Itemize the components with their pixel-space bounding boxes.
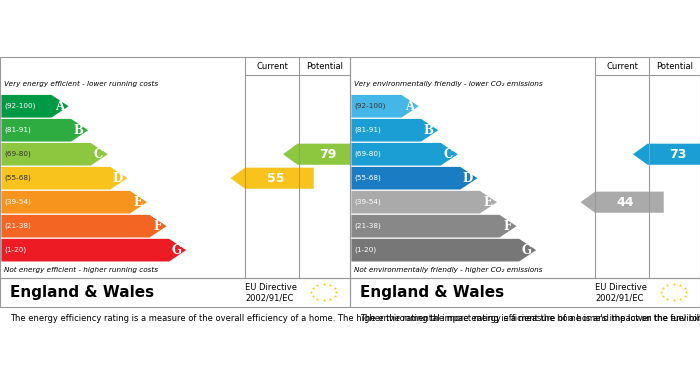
Text: 44: 44 [617,196,634,209]
Text: (69-80): (69-80) [4,151,31,158]
Text: EU Directive: EU Directive [595,283,647,292]
Polygon shape [1,191,147,213]
Text: C: C [444,148,453,161]
Text: B: B [424,124,434,137]
Text: Not environmentally friendly - higher CO₂ emissions: Not environmentally friendly - higher CO… [354,267,542,273]
Polygon shape [283,143,366,165]
Text: F: F [153,220,161,233]
Polygon shape [1,95,69,118]
Text: 2002/91/EC: 2002/91/EC [595,294,643,303]
Text: D: D [463,172,473,185]
Text: (55-68): (55-68) [4,175,31,181]
Polygon shape [351,167,477,190]
Polygon shape [1,167,127,190]
Text: 2002/91/EC: 2002/91/EC [245,294,293,303]
Text: G: G [172,244,182,256]
Polygon shape [633,143,700,165]
Text: (81-91): (81-91) [354,127,381,133]
Text: G: G [522,244,532,256]
Text: England & Wales: England & Wales [360,285,505,300]
Polygon shape [1,143,108,165]
Text: D: D [113,172,123,185]
Text: (39-54): (39-54) [354,199,381,205]
Text: Current: Current [606,62,638,71]
Text: Very environmentally friendly - lower CO₂ emissions: Very environmentally friendly - lower CO… [354,81,542,87]
Text: 79: 79 [319,148,337,161]
Text: Environmental Impact (CO₂) Rating: Environmental Impact (CO₂) Rating [358,22,605,35]
Polygon shape [351,239,536,262]
Text: EU Directive: EU Directive [245,283,297,292]
Text: England & Wales: England & Wales [10,285,155,300]
Text: 55: 55 [267,172,284,185]
Polygon shape [1,215,167,237]
Polygon shape [351,119,438,142]
Text: A: A [405,100,414,113]
Text: (21-38): (21-38) [4,223,31,230]
Polygon shape [351,95,419,118]
Text: Very energy efficient - lower running costs: Very energy efficient - lower running co… [4,81,158,87]
Text: E: E [483,196,492,209]
Text: (1-20): (1-20) [354,247,377,253]
Text: Potential: Potential [656,62,693,71]
Polygon shape [1,119,88,142]
Text: A: A [55,100,64,113]
Text: C: C [94,148,103,161]
Polygon shape [230,168,314,189]
Text: Current: Current [256,62,288,71]
Text: The energy efficiency rating is a measure of the overall efficiency of a home. T: The energy efficiency rating is a measur… [10,314,700,323]
Polygon shape [351,191,497,213]
Polygon shape [351,143,458,165]
Text: B: B [74,124,84,137]
Text: Potential: Potential [306,62,343,71]
Polygon shape [1,239,186,262]
Text: E: E [133,196,142,209]
Text: 73: 73 [669,148,687,161]
Text: (92-100): (92-100) [354,103,386,109]
Text: (81-91): (81-91) [4,127,31,133]
Text: (1-20): (1-20) [4,247,27,253]
Text: The environmental impact rating is a measure of a home's impact on the environme: The environmental impact rating is a mea… [360,314,700,323]
Text: Energy Efficiency Rating: Energy Efficiency Rating [8,22,181,35]
Text: (92-100): (92-100) [4,103,36,109]
Polygon shape [580,192,664,213]
Text: (55-68): (55-68) [354,175,381,181]
Polygon shape [351,215,517,237]
Text: (69-80): (69-80) [354,151,381,158]
Text: (21-38): (21-38) [354,223,381,230]
Text: Not energy efficient - higher running costs: Not energy efficient - higher running co… [4,267,158,273]
Text: F: F [503,220,511,233]
Text: (39-54): (39-54) [4,199,31,205]
